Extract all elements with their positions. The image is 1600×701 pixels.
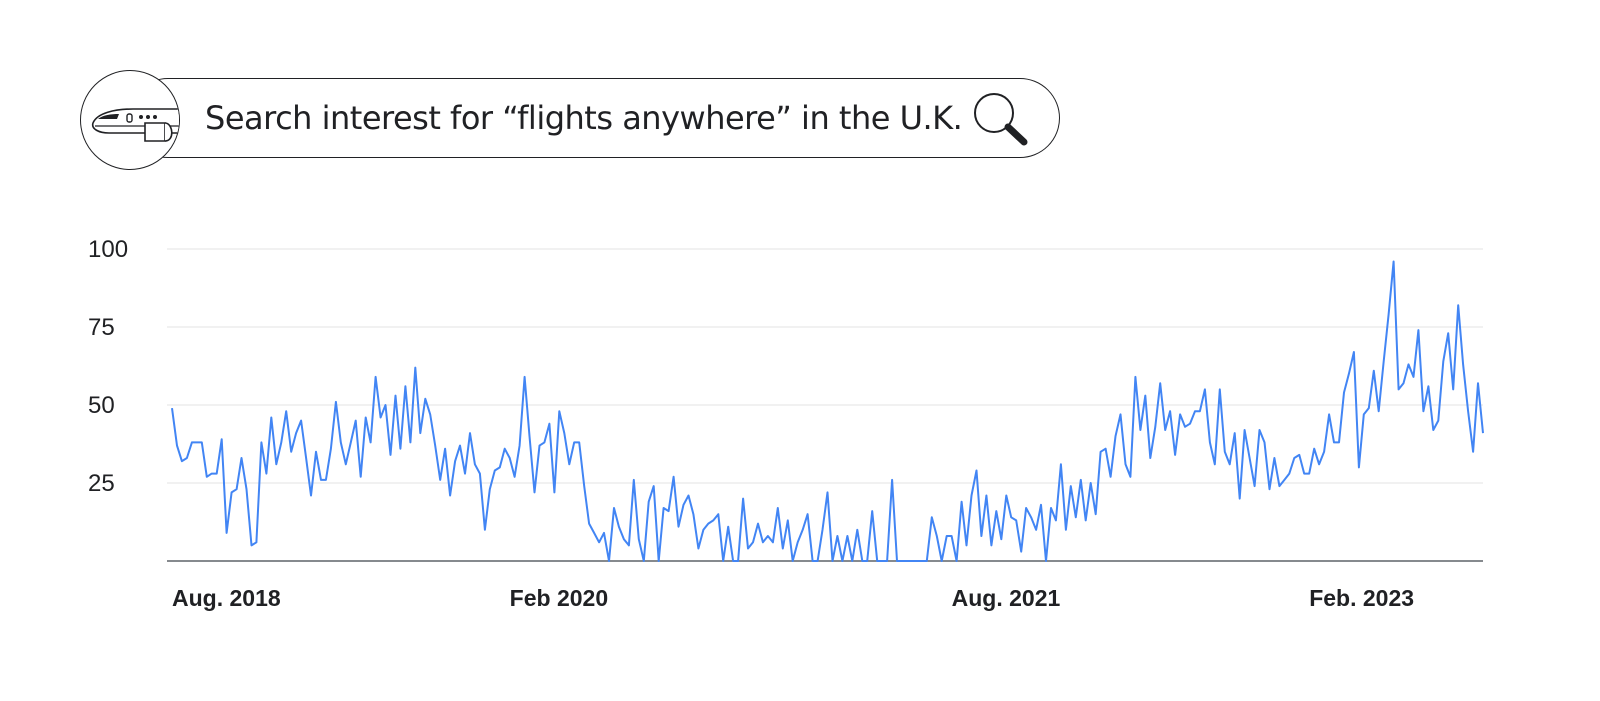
series-line-1 [171,260,1484,562]
y-tick-label-75: 75 [88,314,115,341]
airplane-icon [80,70,180,170]
search-query-text: Search interest for “flights anywhere” i… [205,99,963,137]
y-tick-label-50: 50 [88,392,115,419]
x-tick-label-1: Aug. 2018 [172,585,281,611]
y-tick-label-25: 25 [88,470,115,497]
y-tick-label-100: 100 [88,236,128,263]
search-icon [974,93,1028,146]
x-tick-label-4: Feb. 2023 [1309,585,1414,611]
x-tick-label-3: Aug. 2021 [952,585,1061,611]
search-bar[interactable] [128,78,1060,158]
search-button[interactable] [970,89,1034,151]
x-tick-label-2: Feb 2020 [510,585,608,611]
